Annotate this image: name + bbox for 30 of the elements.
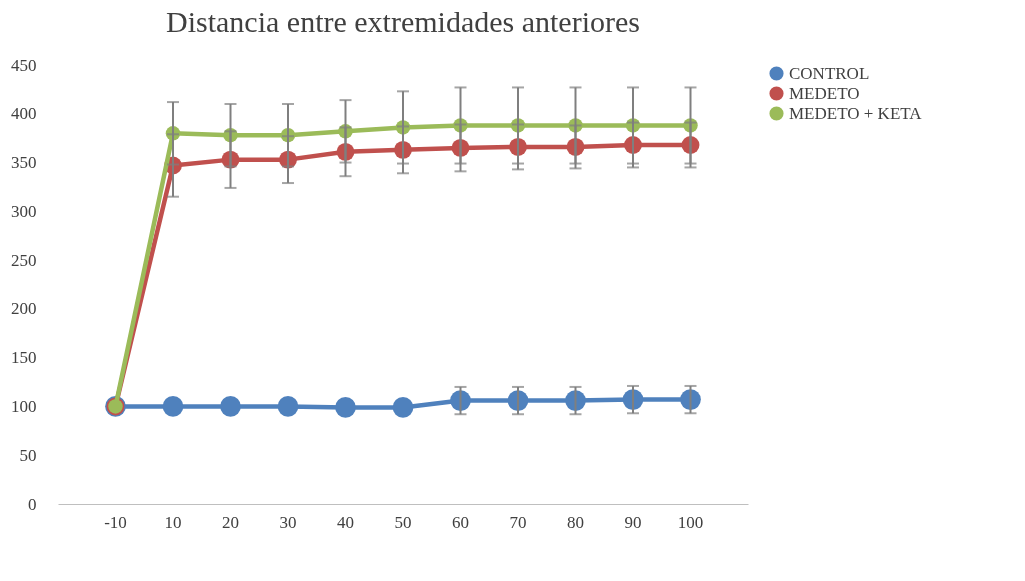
x-tick-label: 60 [452,512,469,532]
chart-title: Distancia entre extremidades anteriores [166,5,640,38]
x-tick-label: 50 [394,512,412,532]
point [392,397,414,418]
y-tick-label: 250 [11,250,37,270]
point [162,396,184,417]
point [335,397,356,418]
x-tick-label: 20 [222,512,239,532]
point [220,396,241,417]
x-tick-label: 70 [509,512,527,532]
point [277,396,299,417]
x-tick-label: 10 [164,512,182,532]
x-tick-label: 40 [337,512,354,532]
legend-label: CONTROL [789,63,870,83]
legend-label: MEDETO + KETA [789,103,923,123]
x-tick-label: 80 [567,512,584,532]
x-tick-label: 30 [279,512,297,532]
x-tick-label: 90 [624,512,642,532]
x-tick-label: 100 [677,512,704,532]
legend-label: MEDETO [789,83,860,103]
y-tick-label: 400 [11,104,37,124]
y-tick-label: 350 [11,153,37,173]
y-tick-label: 450 [11,55,37,75]
y-tick-label: 200 [11,299,37,319]
y-tick-label: 50 [19,445,37,465]
x-tick-label: -10 [104,512,127,532]
y-tick-label: 150 [11,348,37,368]
y-tick-label: 100 [11,396,37,416]
y-tick-label: 0 [28,494,37,514]
y-tick-label: 300 [11,201,37,221]
